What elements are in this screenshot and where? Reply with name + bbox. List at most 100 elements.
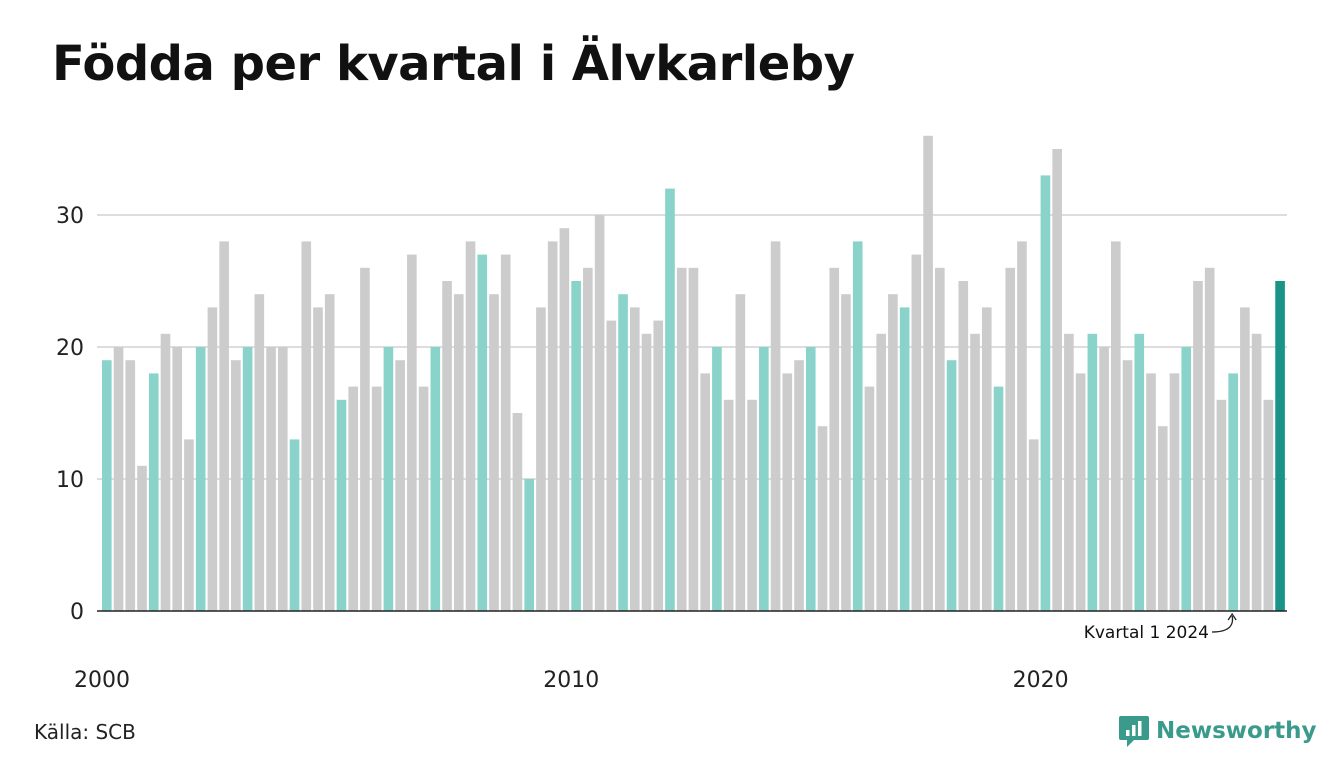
bar <box>958 281 969 611</box>
bar <box>1111 241 1121 611</box>
x-tick-label: 2010 <box>543 668 599 693</box>
bar <box>102 360 112 611</box>
bar <box>759 347 769 611</box>
annotation-arrow <box>1211 615 1234 633</box>
bar <box>266 347 276 611</box>
bar <box>1181 347 1192 611</box>
bar <box>1228 373 1238 611</box>
bar <box>500 254 511 611</box>
bar <box>641 333 652 611</box>
bar <box>242 347 253 611</box>
bar <box>231 360 241 611</box>
bar <box>899 307 910 611</box>
bar <box>453 294 464 611</box>
newsworthy-logo[interactable]: Newsworthy <box>1118 714 1317 748</box>
bar <box>1240 307 1250 611</box>
chart-title: Födda per kvartal i Älvkarleby <box>52 36 855 92</box>
bar <box>172 347 183 611</box>
bar <box>653 320 664 611</box>
bar <box>324 294 335 611</box>
bar <box>125 360 136 611</box>
bar <box>418 386 429 611</box>
bar <box>712 347 722 611</box>
bar <box>1075 373 1086 611</box>
bar <box>852 241 863 611</box>
bar <box>1251 333 1262 611</box>
bar <box>794 360 804 611</box>
bar <box>360 267 370 611</box>
bar <box>113 347 124 611</box>
annotation: Kvartal 1 2024 <box>1084 612 1237 643</box>
bar <box>876 333 886 611</box>
bar <box>1052 149 1062 611</box>
bar <box>864 386 875 611</box>
bar <box>676 267 687 611</box>
bar <box>841 294 851 611</box>
bar <box>805 347 816 611</box>
bar <box>313 307 323 611</box>
bar <box>888 294 898 611</box>
bar <box>594 215 605 611</box>
bar <box>1275 281 1285 611</box>
bar <box>1204 267 1215 611</box>
bar <box>1040 175 1051 611</box>
newsworthy-logo-icon <box>1119 716 1149 747</box>
bar <box>1017 241 1027 611</box>
bar <box>536 307 546 611</box>
bar <box>559 228 570 611</box>
bar <box>571 281 581 611</box>
bar <box>1193 281 1203 611</box>
bar <box>817 426 828 611</box>
bar <box>1146 373 1156 611</box>
bar <box>137 465 147 611</box>
bar <box>911 254 922 611</box>
annotation-arrowhead <box>1227 612 1237 621</box>
bar <box>1216 399 1227 611</box>
bar <box>219 241 229 611</box>
bar <box>184 439 194 611</box>
bar <box>970 333 980 611</box>
bar <box>160 333 171 611</box>
x-tick-label: 2020 <box>1013 668 1069 693</box>
bar <box>489 294 499 611</box>
bar <box>407 254 417 611</box>
bar <box>277 347 288 611</box>
bar <box>583 267 593 611</box>
bar <box>1122 360 1133 611</box>
bar <box>547 241 558 611</box>
bars <box>102 135 1285 612</box>
bar <box>782 373 793 611</box>
bar <box>946 360 957 611</box>
bar <box>688 267 699 611</box>
y-tick-label: 20 <box>56 336 84 361</box>
bar <box>395 360 405 611</box>
bar <box>1099 347 1109 611</box>
bar <box>923 135 933 612</box>
axes: 0 10 20 30 2000 2010 2020 <box>56 204 1287 693</box>
bar <box>477 254 488 611</box>
y-tick-label: 10 <box>56 468 84 493</box>
source-label: Källa: SCB <box>34 720 136 744</box>
annotation-label: Kvartal 1 2024 <box>1084 623 1209 643</box>
x-tick-label: 2000 <box>74 668 130 693</box>
bar <box>1169 373 1180 611</box>
bar <box>770 241 781 611</box>
bar <box>981 307 992 611</box>
bar <box>935 267 945 611</box>
bar <box>723 399 734 611</box>
bar <box>254 294 265 611</box>
bar <box>1157 426 1168 611</box>
y-tick-label: 30 <box>56 204 84 229</box>
bar <box>512 413 523 611</box>
bar <box>665 188 675 611</box>
bar <box>735 294 746 611</box>
bar <box>1028 439 1039 611</box>
bar <box>1064 333 1074 611</box>
bar <box>465 241 476 611</box>
bar <box>747 399 757 611</box>
bar <box>524 479 534 611</box>
y-tick-label: 0 <box>70 600 84 625</box>
bar <box>1087 333 1098 611</box>
bar <box>371 386 382 611</box>
